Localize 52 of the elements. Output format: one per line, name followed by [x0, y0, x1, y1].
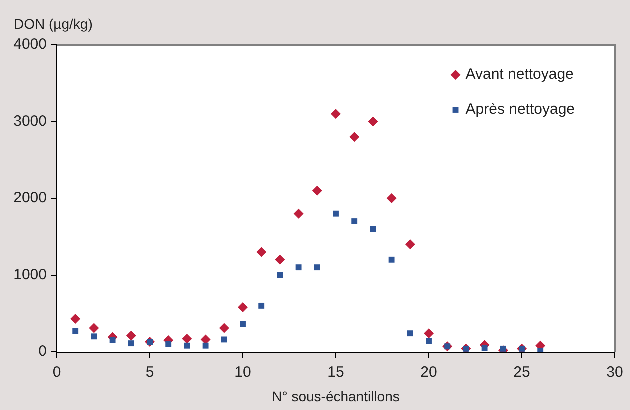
y-axis-title: DON (µg/kg) [14, 16, 93, 32]
x-tick-label: 30 [606, 364, 624, 382]
point [221, 336, 228, 343]
x-axis-title: N° sous-échantillons [272, 388, 400, 404]
point [405, 240, 416, 250]
point [314, 264, 320, 271]
x-tick-label: 25 [514, 364, 530, 382]
point [331, 109, 341, 120]
legend-label: Avant nettoyage [466, 66, 574, 84]
point [277, 272, 284, 278]
point [426, 338, 432, 344]
point [110, 338, 116, 344]
point [240, 321, 246, 328]
y-tick-label: 4000 [14, 36, 47, 54]
point [312, 186, 322, 196]
point [275, 254, 286, 265]
point [370, 226, 376, 232]
point [386, 194, 397, 204]
point [184, 342, 190, 349]
point [407, 330, 414, 337]
y-tick-label: 1000 [14, 266, 47, 284]
point [182, 334, 192, 344]
x-tick-label: 5 [146, 364, 154, 382]
point [350, 132, 360, 142]
point [294, 208, 304, 219]
point [166, 341, 172, 348]
point [126, 330, 136, 341]
point [256, 247, 267, 258]
x-tick-label: 10 [234, 364, 252, 382]
legend-label: Après nettoyage [466, 101, 576, 118]
x-tick-label: 0 [52, 364, 62, 382]
y-tick-label: 0 [38, 343, 47, 360]
point [333, 210, 339, 217]
point [424, 328, 434, 339]
point [219, 323, 230, 334]
y-tick-label: 3000 [14, 112, 47, 130]
point [89, 323, 100, 334]
point [258, 302, 265, 309]
y-tick-label: 2000 [14, 190, 47, 207]
point [388, 256, 395, 263]
x-tick-label: 20 [420, 364, 438, 382]
point [296, 264, 302, 271]
point [368, 116, 378, 127]
point [72, 328, 79, 334]
point [238, 302, 248, 312]
point [70, 314, 81, 324]
point [352, 218, 358, 224]
x-tick-label: 15 [328, 364, 344, 382]
point [128, 340, 134, 347]
point [202, 342, 209, 349]
point [482, 345, 488, 352]
point [91, 334, 98, 340]
